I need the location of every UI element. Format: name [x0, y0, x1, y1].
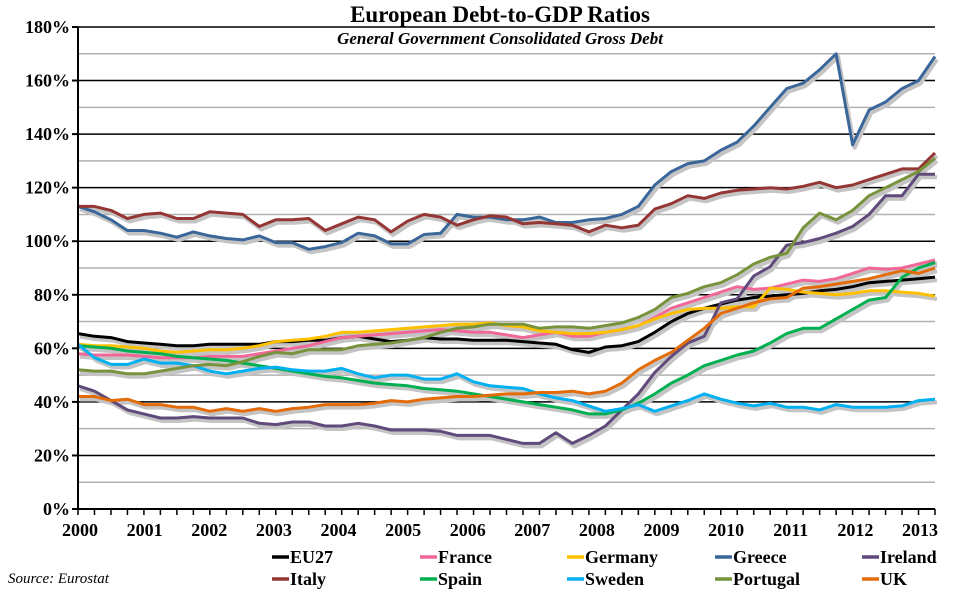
series-line-france [77, 258, 936, 360]
x-tick-label: 2013 [902, 520, 938, 540]
legend-item-uk: UK [862, 569, 907, 589]
series-shadow-uk [80, 269, 938, 417]
x-tick-label: 2002 [191, 520, 227, 540]
chart-subtitle: General Government Consolidated Gross De… [337, 29, 664, 48]
legend-item-eu27: EU27 [272, 547, 333, 567]
y-axis-ticks: 0% 20% 40% 60% 80% 100% 120% 140% 160% 180% [25, 17, 78, 519]
series-line-spain [77, 261, 936, 416]
legend-item-france: France [420, 547, 492, 567]
legend-label: Portugal [733, 569, 800, 589]
series-shadow-greece [79, 54, 939, 255]
y-tick-label: 0% [43, 499, 70, 519]
y-tick-label: 180% [25, 17, 70, 37]
legend-label: Germany [585, 547, 658, 567]
legend: EU27 France Germany Greece Ireland Italy Spain… [272, 547, 937, 589]
x-tick-label: 2012 [837, 520, 873, 540]
x-axis-ticks: 2000 2001 2002 2003 2004 2005 2006 2007 2008 2009… [62, 509, 938, 540]
x-tick-label: 2004 [320, 520, 356, 540]
legend-item-portugal: Portugal [715, 569, 800, 589]
axes [77, 27, 935, 510]
series-line-portugal [77, 157, 936, 376]
x-tick-label: 2009 [644, 520, 680, 540]
legend-label: Italy [290, 569, 326, 589]
series-line-italy [78, 151, 937, 234]
legend-item-italy: Italy [272, 569, 326, 589]
x-tick-label: 2005 [385, 520, 421, 540]
legend-item-greece: Greece [715, 547, 787, 567]
legend-label: France [438, 547, 492, 567]
y-tick-label: 20% [34, 445, 70, 465]
series-shadow-spain [79, 263, 938, 419]
x-tick-label: 2001 [127, 520, 163, 540]
legend-item-spain: Spain [420, 569, 482, 589]
y-tick-label: 80% [34, 285, 70, 305]
y-tick-label: 60% [34, 338, 70, 358]
series-shadow-sweden [78, 345, 938, 417]
x-tick-label: 2011 [773, 520, 808, 540]
legend-label: Spain [438, 569, 482, 589]
y-tick-label: 40% [34, 392, 70, 412]
legend-item-germany: Germany [567, 547, 658, 567]
series-line-greece [77, 52, 937, 251]
legend-label: Greece [733, 547, 787, 567]
legend-item-sweden: Sweden [567, 569, 644, 589]
y-tick-label: 120% [25, 178, 70, 198]
x-tick-label: 2010 [708, 520, 744, 540]
source-note: Source: Eurostat [8, 571, 110, 587]
series-lines [77, 52, 939, 449]
legend-label: UK [880, 569, 907, 589]
legend-item-ireland: Ireland [862, 547, 937, 567]
legend-label: Ireland [880, 547, 937, 567]
x-tick-label: 2006 [450, 520, 486, 540]
series-line-sweden [77, 343, 936, 413]
legend-label: EU27 [290, 547, 333, 567]
chart-title: European Debt-to-GDP Ratios [350, 2, 650, 27]
x-tick-label: 2007 [514, 520, 550, 540]
y-tick-label: 100% [25, 231, 70, 251]
y-tick-label: 160% [25, 71, 70, 91]
series-line-uk [78, 266, 936, 413]
x-tick-label: 2000 [62, 520, 98, 540]
legend-label: Sweden [585, 569, 644, 589]
x-tick-label: 2003 [256, 520, 292, 540]
y-tick-label: 140% [25, 124, 70, 144]
x-tick-label: 2008 [579, 520, 615, 540]
